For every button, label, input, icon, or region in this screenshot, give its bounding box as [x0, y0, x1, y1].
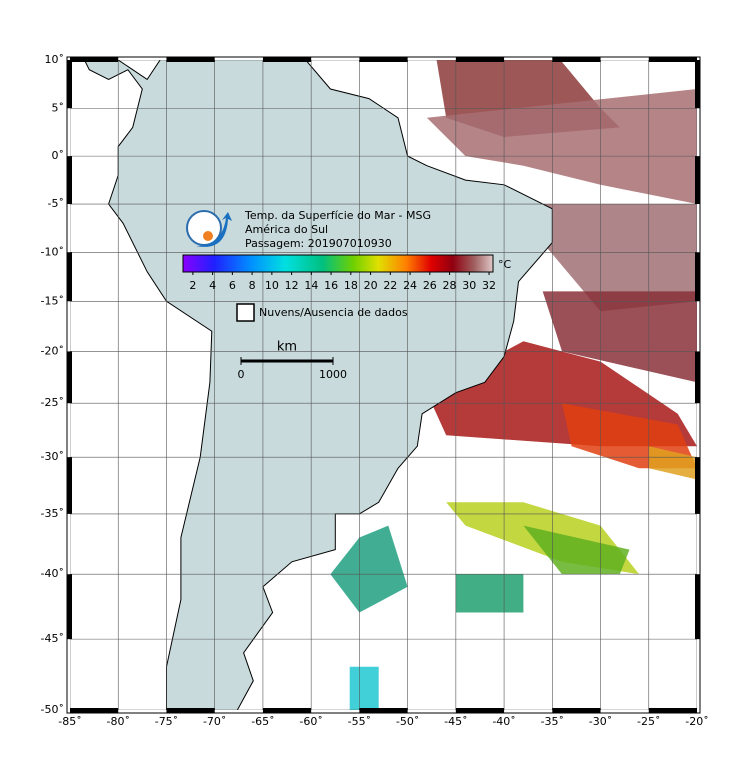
- frame-segment: [67, 156, 72, 205]
- sst-patch: [523, 525, 630, 575]
- frame-segment: [695, 156, 700, 205]
- frame-segment: [67, 60, 72, 109]
- frame-segment: [67, 252, 72, 302]
- colorbar-label: 12: [285, 279, 299, 292]
- scale-unit: km: [277, 340, 297, 355]
- frame-segment: [262, 708, 312, 713]
- frame-segment: [695, 252, 700, 302]
- sst-patch: [426, 89, 697, 204]
- logo: [196, 212, 232, 247]
- frame-segment: [695, 457, 700, 514]
- y-tick-label: -10˚: [41, 245, 64, 258]
- x-tick-label: -20˚: [685, 715, 708, 728]
- title: Temp. da Superfície do Mar - MSG: [244, 209, 431, 222]
- y-tick-label: -35˚: [41, 507, 64, 520]
- y-tick-label: -45˚: [41, 632, 64, 645]
- frame-segment: [695, 60, 700, 109]
- scale-label: 0: [238, 368, 245, 381]
- no-data-swatch: [236, 303, 255, 322]
- x-tick-label: -70˚: [203, 715, 226, 728]
- no-data-label: Nuvens/Ausencia de dados: [259, 306, 408, 319]
- colorbar-label: 32: [482, 279, 496, 292]
- x-tick-label: -75˚: [155, 715, 178, 728]
- frame-segment: [648, 708, 697, 713]
- colorbar-label: 14: [304, 279, 318, 292]
- frame-segment: [552, 708, 601, 713]
- sst-patch: [349, 666, 379, 710]
- region: América do Sul: [245, 223, 328, 236]
- frame-segment: [695, 574, 700, 640]
- frame-segment: [455, 708, 505, 713]
- y-tick-label: -5˚: [48, 197, 64, 210]
- frame-segment: [67, 574, 72, 640]
- frame-segment: [67, 457, 72, 514]
- colorbar-unit: °C: [498, 258, 512, 271]
- frame-segment: [695, 351, 700, 404]
- frame-segment: [67, 351, 72, 404]
- colorbar-label: 10: [265, 279, 279, 292]
- x-tick-label: -50˚: [396, 715, 419, 728]
- frame-segment: [262, 57, 312, 62]
- x-tick-label: -35˚: [541, 715, 564, 728]
- colorbar: [182, 254, 494, 273]
- colorbar-label: 28: [443, 279, 457, 292]
- x-tick-label: -85˚: [58, 715, 81, 728]
- x-tick-label: -45˚: [444, 715, 467, 728]
- x-tick-label: -60˚: [299, 715, 322, 728]
- y-tick-label: -20˚: [41, 344, 64, 357]
- x-tick-label: -25˚: [637, 715, 660, 728]
- y-tick-label: -40˚: [41, 567, 64, 580]
- x-tick-label: -30˚: [589, 715, 612, 728]
- y-tick-label: 5˚: [52, 101, 65, 114]
- colorbar-label: 18: [344, 279, 358, 292]
- colorbar-label: 22: [383, 279, 397, 292]
- frame-segment: [359, 57, 408, 62]
- y-tick-label: -30˚: [41, 450, 64, 463]
- y-tick-label: 10˚: [45, 53, 65, 66]
- frame-segment: [166, 708, 215, 713]
- colorbar-label: 6: [229, 279, 236, 292]
- x-tick-label: -55˚: [348, 715, 371, 728]
- colorbar-label: 26: [423, 279, 437, 292]
- colorbar-label: 20: [364, 279, 378, 292]
- sst-patch: [648, 446, 697, 480]
- frame-segment: [70, 57, 119, 62]
- x-tick-label: -80˚: [106, 715, 129, 728]
- frame-segment: [166, 57, 215, 62]
- sst-patch: [330, 525, 408, 613]
- frame-segment: [70, 708, 119, 713]
- frame: [66, 56, 701, 714]
- frame-segment: [648, 57, 697, 62]
- logo: [203, 231, 213, 241]
- colorbar-label: 8: [249, 279, 256, 292]
- colorbar-label: 4: [209, 279, 216, 292]
- sst-patch: [455, 574, 524, 613]
- y-tick-label: -50˚: [41, 703, 64, 716]
- x-tick-label: -65˚: [251, 715, 274, 728]
- y-tick-label: 0˚: [52, 149, 65, 162]
- y-tick-label: -25˚: [41, 396, 64, 409]
- colorbar-label: 2: [189, 279, 196, 292]
- colorbar-label: 30: [462, 279, 476, 292]
- frame-segment: [455, 57, 505, 62]
- pass: Passagem: 201907010930: [245, 237, 392, 250]
- y-tick-label: -15˚: [41, 294, 64, 307]
- x-tick-label: -40˚: [492, 715, 515, 728]
- frame-segment: [359, 708, 408, 713]
- frame-segment: [552, 57, 601, 62]
- colorbar-label: 16: [324, 279, 338, 292]
- scale-label: 1000: [319, 368, 347, 381]
- sst-patch: [533, 204, 697, 312]
- sst-patch: [542, 291, 697, 383]
- colorbar-label: 24: [403, 279, 417, 292]
